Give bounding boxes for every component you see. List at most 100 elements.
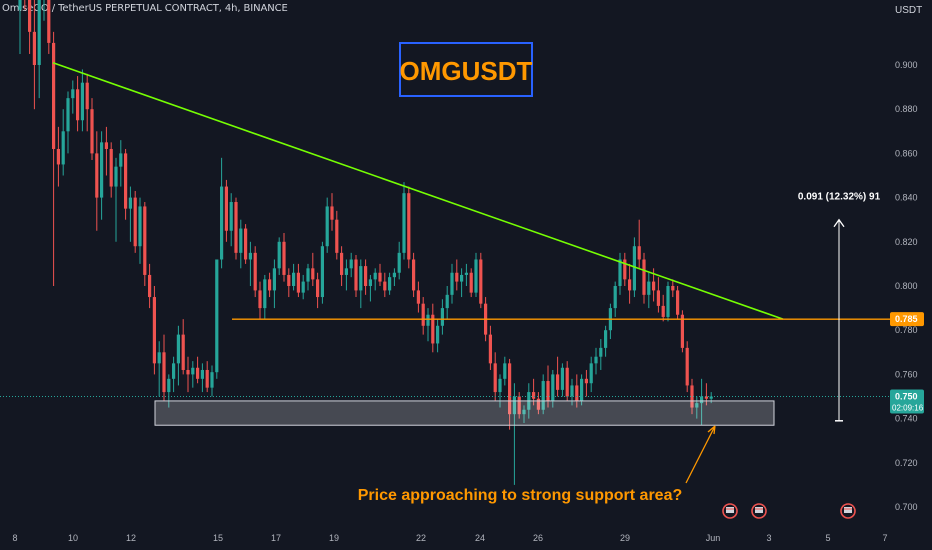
candle-body (61, 131, 65, 165)
candle-body (426, 314, 430, 326)
price-tick-label: 0.760 (895, 369, 918, 379)
candle-body (152, 297, 156, 364)
price-label-value: 0.750 (895, 392, 918, 402)
time-tick-label: 19 (329, 533, 339, 543)
candle-body (311, 268, 315, 280)
candle-body (431, 314, 435, 344)
candle-body (244, 228, 248, 260)
price-labels: 0.785 0.750 02:09:16 (890, 312, 924, 414)
candle-body (594, 356, 598, 364)
candle-body (416, 290, 420, 304)
candle-body (676, 290, 680, 315)
candle-body (37, 0, 41, 66)
candle-body (551, 374, 555, 401)
candle-body (474, 259, 478, 293)
flag-icon (844, 507, 852, 513)
annotation[interactable]: Price approaching to strong support area… (358, 425, 716, 504)
symbol-header: OmiseGO / TetherUS PERPETUAL CONTRACT, 4… (2, 3, 288, 14)
candle-body (700, 396, 704, 404)
candle-body (378, 272, 382, 282)
price-tick-label: 0.840 (895, 193, 918, 203)
candle-body (517, 396, 521, 415)
candle-body (680, 314, 684, 348)
price-tick-label: 0.880 (895, 104, 918, 114)
candle-body (32, 31, 36, 66)
candle-body (248, 252, 252, 260)
candle-body (272, 268, 276, 291)
price-range-measure[interactable]: 0.091 (12.32%) 91 (798, 192, 881, 422)
time-tick-label: 10 (68, 533, 78, 543)
flag-icon (726, 507, 734, 513)
price-label-value: 0.785 (895, 314, 918, 324)
candle-body (589, 363, 593, 384)
candle-body (652, 281, 656, 291)
candle-body (642, 259, 646, 295)
candle-body (565, 367, 569, 397)
candle-body (536, 398, 540, 410)
candle-body (637, 246, 641, 260)
candle-body (445, 294, 449, 309)
candle-body (148, 274, 152, 298)
support-zone-rectangle[interactable] (154, 400, 775, 426)
time-tick-label: 26 (533, 533, 543, 543)
candle-body (234, 202, 238, 253)
arrow-up-right-icon (685, 425, 716, 484)
candle-body (215, 259, 219, 373)
candle-body (455, 272, 459, 282)
time-tick-label: 22 (416, 533, 426, 543)
descending-trendline[interactable] (52, 62, 784, 320)
candle-body (354, 259, 358, 291)
candle-body (388, 277, 392, 291)
candle-body (493, 363, 497, 393)
candle-body (690, 385, 694, 408)
candle-body (100, 142, 104, 198)
time-tick-label: 12 (126, 533, 136, 543)
candle-body (200, 369, 204, 379)
annotation-text: Price approaching to strong support area… (358, 487, 683, 504)
title-box[interactable]: OMGUSDT (399, 42, 533, 97)
candle-body (162, 352, 166, 393)
candle-body (407, 193, 411, 260)
candle-body (239, 228, 243, 253)
candle-body (109, 148, 113, 187)
event-markers[interactable] (722, 503, 856, 519)
candle-body (570, 385, 574, 397)
time-tick-label: 8 (12, 533, 17, 543)
candle-body (709, 396, 713, 399)
candle-body (666, 286, 670, 317)
candle-body (383, 281, 387, 291)
candle-body (128, 197, 132, 209)
candle-body (76, 89, 80, 121)
time-tick-label: 3 (766, 533, 771, 543)
measure-label: 0.091 (12.32%) 91 (798, 192, 881, 203)
price-tick-label: 0.740 (895, 414, 918, 424)
candle-body (277, 241, 281, 269)
candle-body (560, 367, 564, 390)
candle-body (392, 272, 396, 278)
candle-body (157, 352, 161, 364)
candle-body (52, 42, 56, 149)
candle-body (685, 347, 689, 386)
candle-body (306, 268, 310, 282)
candle-body (85, 82, 89, 110)
time-axis[interactable]: 8 10 12 15 17 19 22 24 26 29 Jun 3 5 7 (12, 533, 887, 543)
candle-body (316, 279, 320, 298)
candle-body (47, 0, 51, 43)
candle-body (628, 279, 632, 291)
candle-body (373, 272, 377, 280)
candle-body (18, 0, 22, 10)
candle-body (292, 272, 296, 286)
price-tick-label: 0.820 (895, 237, 918, 247)
candle-body (143, 206, 147, 275)
candle-body (661, 305, 665, 317)
candle-body (604, 330, 608, 348)
price-axis[interactable]: 0.700 0.720 0.740 0.760 0.780 0.800 0.820 0.840… (895, 60, 918, 512)
candle-body (479, 259, 483, 304)
candle-body (220, 186, 224, 260)
candle-body (172, 363, 176, 379)
candle-body (119, 153, 123, 167)
candle-body (522, 409, 526, 415)
candle-body (181, 334, 185, 370)
candle-body (229, 202, 233, 231)
